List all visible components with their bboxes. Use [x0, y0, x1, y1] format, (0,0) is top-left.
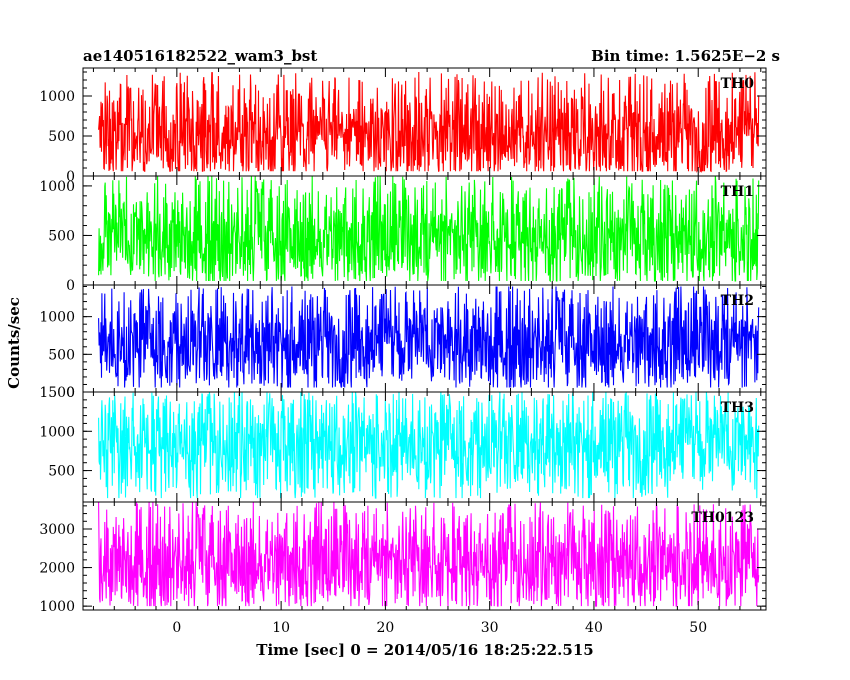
x-tick-label: 10: [272, 620, 290, 636]
panel-frame: [82, 501, 767, 611]
panel-th1: 0 500 1000 TH1: [39, 175, 767, 294]
x-tick-label: 0: [172, 620, 181, 636]
y-tick-label: 0: [66, 385, 75, 401]
y-tick-label: 500: [48, 228, 75, 244]
panel-label: TH2: [721, 293, 754, 309]
series-trace-th0: [98, 71, 760, 174]
y-tick-label: 1000: [39, 424, 75, 440]
y-tick-label: 500: [48, 129, 75, 145]
series-trace-th2: [98, 286, 760, 388]
panel-th3: 500 1000 1500 TH3: [39, 385, 767, 503]
series-trace-th1: [98, 176, 760, 283]
series-trace-th3: [98, 392, 760, 499]
chart-title: ae140516182522_wam3_bst: [83, 47, 317, 65]
y-axis-label: Counts/sec: [5, 297, 23, 389]
y-tick-label: 1000: [39, 89, 75, 105]
y-tick-label: 1000: [39, 599, 75, 615]
y-tick-label: 2000: [39, 561, 75, 577]
x-tick-label: 50: [689, 620, 707, 636]
y-tick-label: 1000: [39, 310, 75, 326]
panel-th2: 0 500 1000 TH2: [39, 284, 767, 401]
panel-label: TH0123: [691, 510, 754, 526]
x-tick-label: 20: [376, 620, 394, 636]
bin-time-label: Bin time: 1.5625E−2 s: [591, 47, 780, 65]
x-tick-label: 40: [585, 620, 603, 636]
y-tick-label: 3000: [39, 522, 75, 538]
x-axis-label: Time [sec] 0 = 2014/05/16 18:25:22.515: [256, 641, 593, 659]
y-tick-label: 500: [48, 347, 75, 363]
y-tick-label: 1000: [39, 179, 75, 195]
panel-th0: 0 500 1000 TH0: [39, 67, 767, 185]
panel-th0123: 1000 2000 3000 TH0123: [39, 501, 767, 615]
y-tick-label: 0: [66, 278, 75, 294]
panel-label: TH3: [721, 400, 754, 416]
panel-label: TH1: [721, 184, 754, 200]
y-tick-label: 500: [48, 464, 75, 480]
x-tick-label: 30: [481, 620, 499, 636]
y-tick-label: 1500: [39, 385, 75, 401]
y-tick-label: 0: [66, 169, 75, 185]
series-trace-th0123: [98, 502, 760, 607]
panel-label: TH0: [721, 76, 755, 92]
